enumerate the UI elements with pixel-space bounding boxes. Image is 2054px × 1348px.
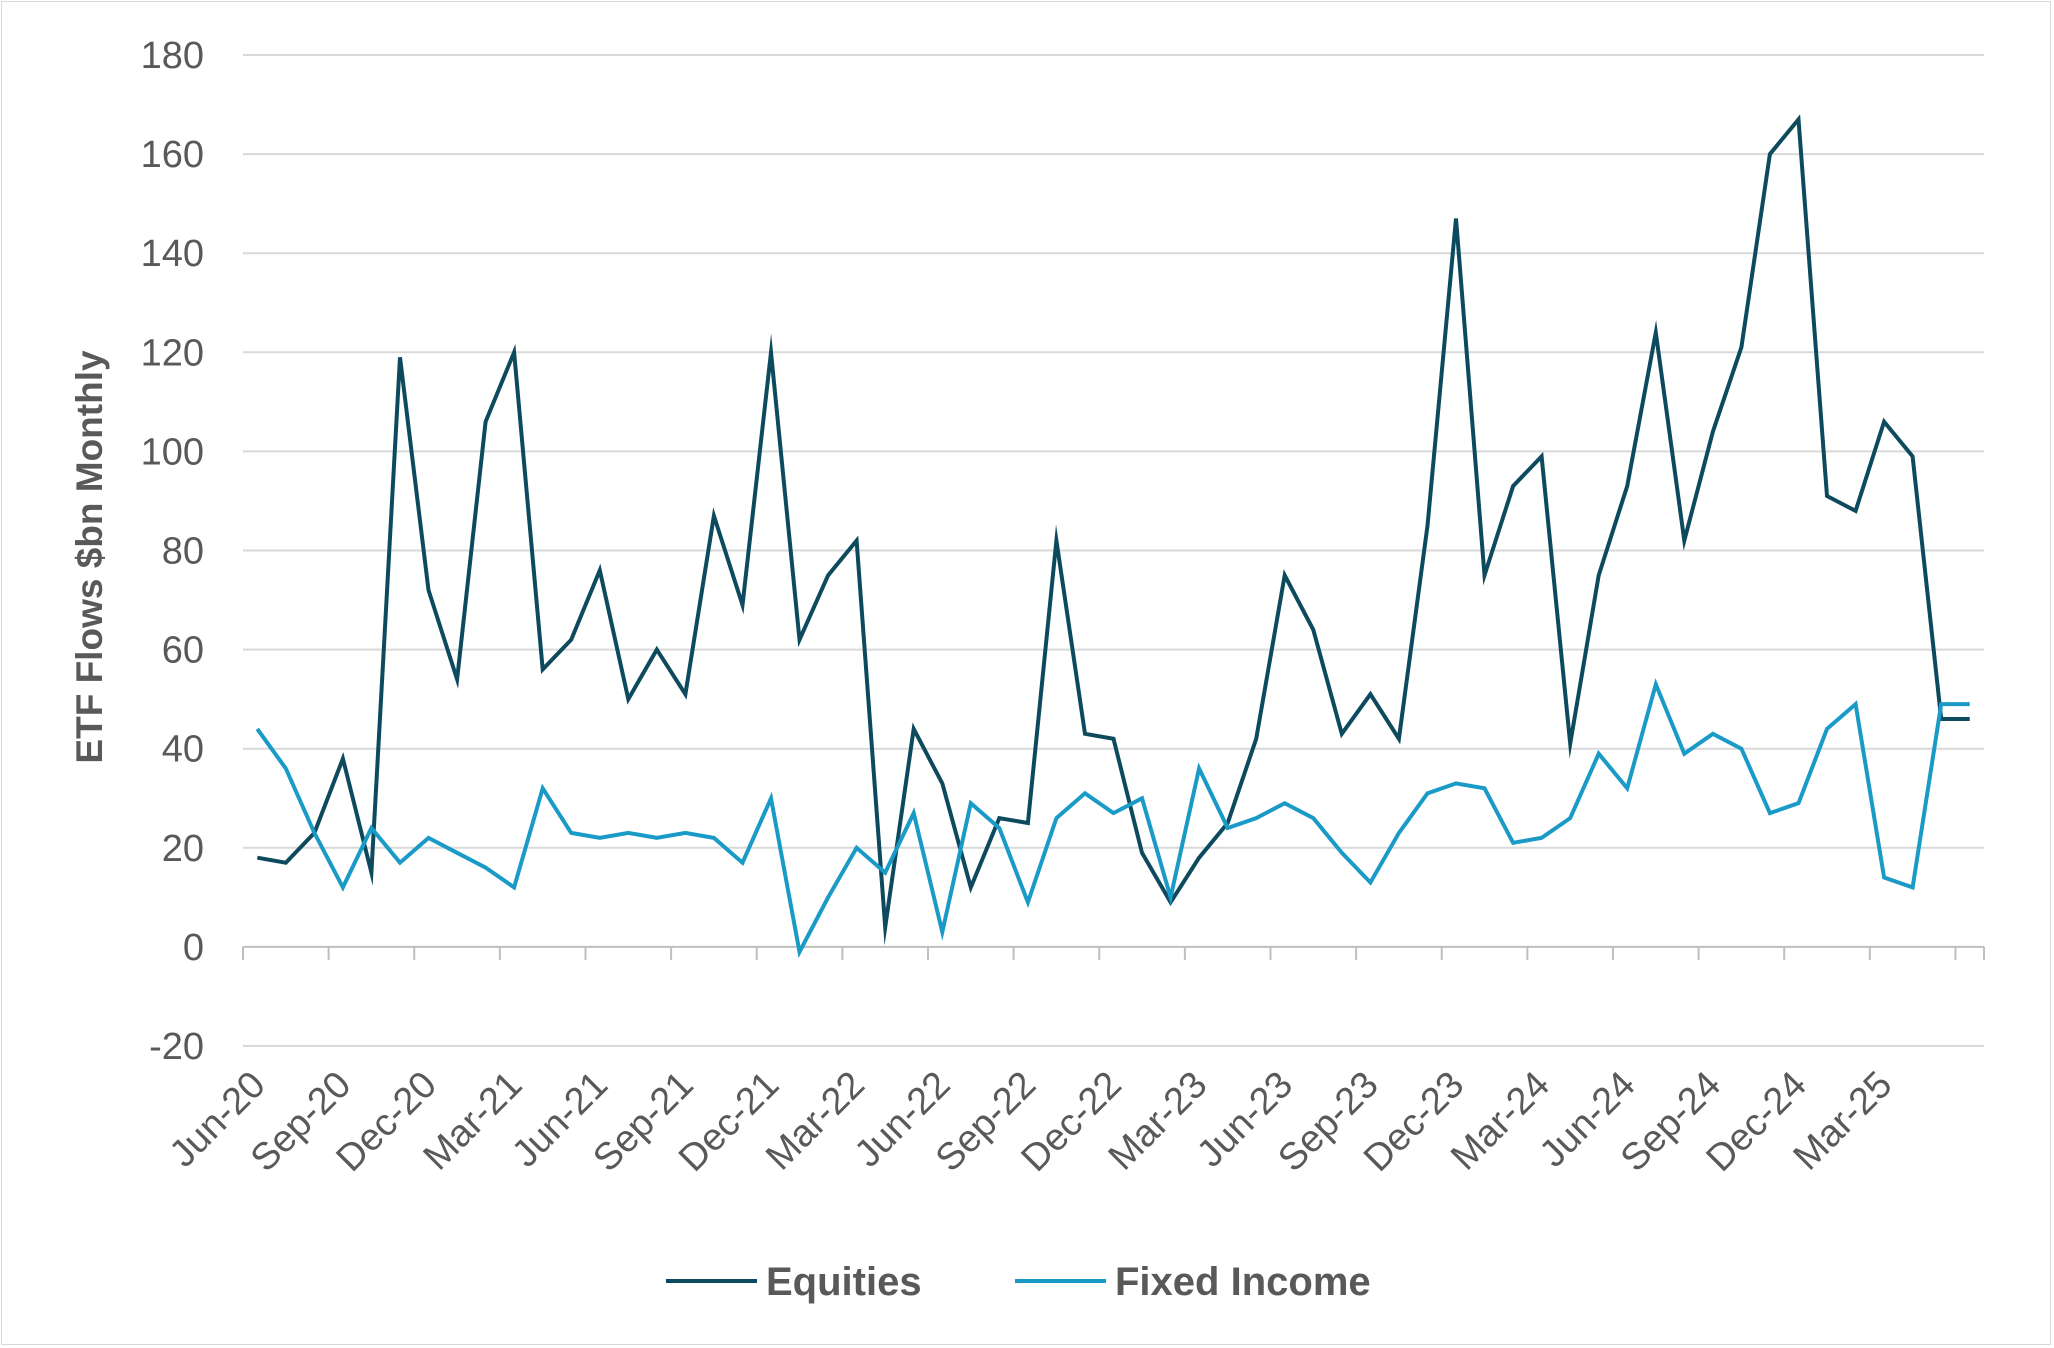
y-tick-label: 0 xyxy=(183,927,204,969)
x-tick-label: Mar-21 xyxy=(416,1064,531,1179)
y-tick-label: 60 xyxy=(162,630,204,672)
x-tick-label: Mar-24 xyxy=(1443,1064,1558,1179)
series-lines xyxy=(257,119,1969,952)
y-axis: -20 0 20 40 60 80 100 120 140 160 180 xyxy=(141,35,204,1068)
legend: Equities Fixed Income xyxy=(666,1260,1371,1304)
y-tick-label: 160 xyxy=(141,134,204,176)
y-tick-label: 100 xyxy=(141,431,204,473)
legend-label-equities: Equities xyxy=(766,1260,922,1304)
legend-label-fixed-income: Fixed Income xyxy=(1115,1260,1371,1304)
series-line-fixed-income xyxy=(257,684,1969,952)
y-tick-label: 120 xyxy=(141,332,204,374)
x-tick-label: Mar-22 xyxy=(758,1064,873,1179)
y-tick-label: 180 xyxy=(141,35,204,77)
line-chart: -20 0 20 40 60 80 100 120 140 160 180 Jun-20Sep-20… xyxy=(2,2,2052,1346)
y-tick-label: 40 xyxy=(162,729,204,771)
x-tick-label: Mar-23 xyxy=(1101,1064,1216,1179)
series-line-equities xyxy=(257,119,1969,927)
y-tick-label: 20 xyxy=(162,828,204,870)
y-tick-label: -20 xyxy=(149,1026,204,1068)
gridlines xyxy=(243,55,1984,1046)
x-axis: Jun-20Sep-20Dec-20Mar-21Jun-21Sep-21Dec-… xyxy=(162,947,1984,1180)
chart-frame: -20 0 20 40 60 80 100 120 140 160 180 Jun-20 Sep-20… xyxy=(1,1,2051,1345)
y-axis-title: ETF Flows $bn Monthly xyxy=(69,350,110,764)
y-tick-label: 140 xyxy=(141,233,204,275)
x-tick-label: Mar-25 xyxy=(1786,1064,1901,1179)
y-tick-label: 80 xyxy=(162,531,204,573)
